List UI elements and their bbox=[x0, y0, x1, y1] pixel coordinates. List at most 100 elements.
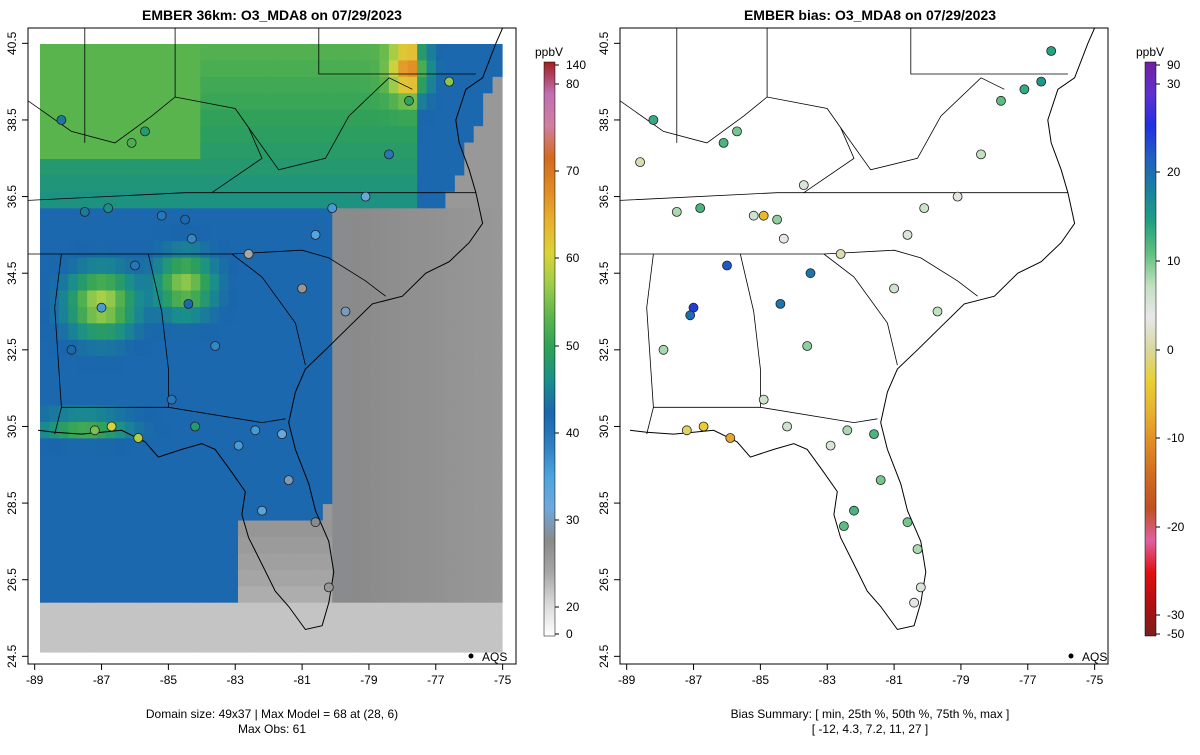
grid-cell bbox=[275, 224, 286, 242]
grid-cell bbox=[68, 454, 79, 472]
grid-cell bbox=[322, 191, 333, 209]
x-tick-label: -79 bbox=[360, 673, 378, 687]
grid-cell bbox=[322, 290, 333, 308]
grid-cell bbox=[209, 224, 220, 242]
grid-cell bbox=[332, 569, 343, 587]
grid-cell bbox=[351, 60, 362, 78]
grid-cell bbox=[370, 109, 381, 127]
grid-cell bbox=[256, 323, 267, 341]
grid-cell bbox=[238, 290, 249, 308]
grid-cell bbox=[96, 257, 107, 275]
grid-cell bbox=[115, 290, 126, 308]
grid-cell bbox=[266, 306, 277, 324]
grid-cell bbox=[445, 536, 456, 554]
grid-cell bbox=[87, 536, 98, 554]
grid-cell bbox=[304, 536, 315, 554]
grid-cell bbox=[407, 389, 418, 407]
grid-cell bbox=[181, 339, 192, 357]
grid-cell bbox=[172, 76, 183, 94]
grid-cell bbox=[124, 454, 135, 472]
grid-cell bbox=[49, 454, 60, 472]
grid-cell bbox=[275, 241, 286, 259]
grid-cell bbox=[473, 93, 484, 111]
grid-cell bbox=[417, 257, 428, 275]
grid-cell bbox=[200, 438, 211, 456]
obs-station-marker bbox=[327, 203, 338, 214]
grid-cell bbox=[238, 536, 249, 554]
x-tick-label: -75 bbox=[494, 673, 512, 687]
grid-cell bbox=[313, 569, 324, 587]
grid-cell bbox=[172, 257, 183, 275]
grid-cell bbox=[172, 142, 183, 160]
y-tick-label: 38.5 bbox=[597, 108, 611, 132]
grid-cell bbox=[68, 553, 79, 571]
grid-cell bbox=[464, 405, 475, 423]
right-colorbar bbox=[1144, 61, 1157, 637]
obs-station-marker bbox=[190, 421, 201, 432]
grid-cell bbox=[388, 339, 399, 357]
grid-cell bbox=[332, 60, 343, 78]
grid-cell bbox=[96, 487, 107, 505]
grid-cell bbox=[322, 109, 333, 127]
grid-cell bbox=[445, 421, 456, 439]
grid-cell bbox=[313, 356, 324, 374]
grid-cell bbox=[294, 191, 305, 209]
grid-cell bbox=[238, 520, 249, 538]
x-tick-label: -85 bbox=[752, 673, 770, 687]
obs-station-marker bbox=[310, 229, 321, 240]
grid-cell bbox=[209, 93, 220, 111]
grid-cell bbox=[124, 405, 135, 423]
bias-station-marker bbox=[976, 149, 986, 160]
grid-cell bbox=[256, 241, 267, 259]
grid-cell bbox=[68, 76, 79, 94]
grid-cell bbox=[58, 93, 69, 111]
grid-cell bbox=[473, 274, 484, 292]
grid-cell bbox=[370, 60, 381, 78]
grid-cell bbox=[115, 241, 126, 259]
grid-cell bbox=[445, 405, 456, 423]
grid-cell bbox=[115, 224, 126, 242]
grid-cell bbox=[407, 372, 418, 390]
grid-cell bbox=[473, 208, 484, 226]
grid-cell bbox=[294, 454, 305, 472]
grid-cell bbox=[106, 76, 117, 94]
x-tick-label: -83 bbox=[227, 673, 245, 687]
state-border bbox=[54, 253, 62, 435]
grid-cell bbox=[58, 372, 69, 390]
grid-cell bbox=[379, 339, 390, 357]
grid-cell bbox=[285, 290, 296, 308]
grid-cell bbox=[247, 323, 258, 341]
grid-cell bbox=[162, 602, 173, 620]
grid-cell bbox=[398, 339, 409, 357]
grid-cell bbox=[68, 586, 79, 604]
grid-cell bbox=[379, 471, 390, 489]
grid-cell bbox=[143, 405, 154, 423]
grid-cell bbox=[143, 438, 154, 456]
grid-cell bbox=[153, 421, 164, 439]
grid-cell bbox=[379, 60, 390, 78]
grid-cell bbox=[87, 142, 98, 160]
grid-cell bbox=[96, 405, 107, 423]
grid-cell bbox=[238, 372, 249, 390]
x-tick-label: -83 bbox=[819, 673, 837, 687]
grid-cell bbox=[247, 454, 258, 472]
grid-cell bbox=[464, 471, 475, 489]
grid-cell bbox=[417, 224, 428, 242]
grid-cell bbox=[483, 142, 494, 160]
grid-cell bbox=[247, 241, 258, 259]
grid-cell bbox=[200, 569, 211, 587]
grid-cell bbox=[106, 126, 117, 144]
grid-cell bbox=[473, 487, 484, 505]
grid-cell bbox=[143, 487, 154, 505]
grid-cell bbox=[454, 619, 465, 637]
grid-cell bbox=[285, 438, 296, 456]
grid-cell bbox=[68, 471, 79, 489]
grid-cell bbox=[209, 257, 220, 275]
grid-cell bbox=[360, 586, 371, 604]
grid-cell bbox=[492, 159, 503, 177]
grid-cell bbox=[322, 257, 333, 275]
grid-cell bbox=[294, 126, 305, 144]
right-map-background bbox=[620, 28, 1108, 664]
grid-cell bbox=[58, 274, 69, 292]
grid-cell bbox=[96, 126, 107, 144]
